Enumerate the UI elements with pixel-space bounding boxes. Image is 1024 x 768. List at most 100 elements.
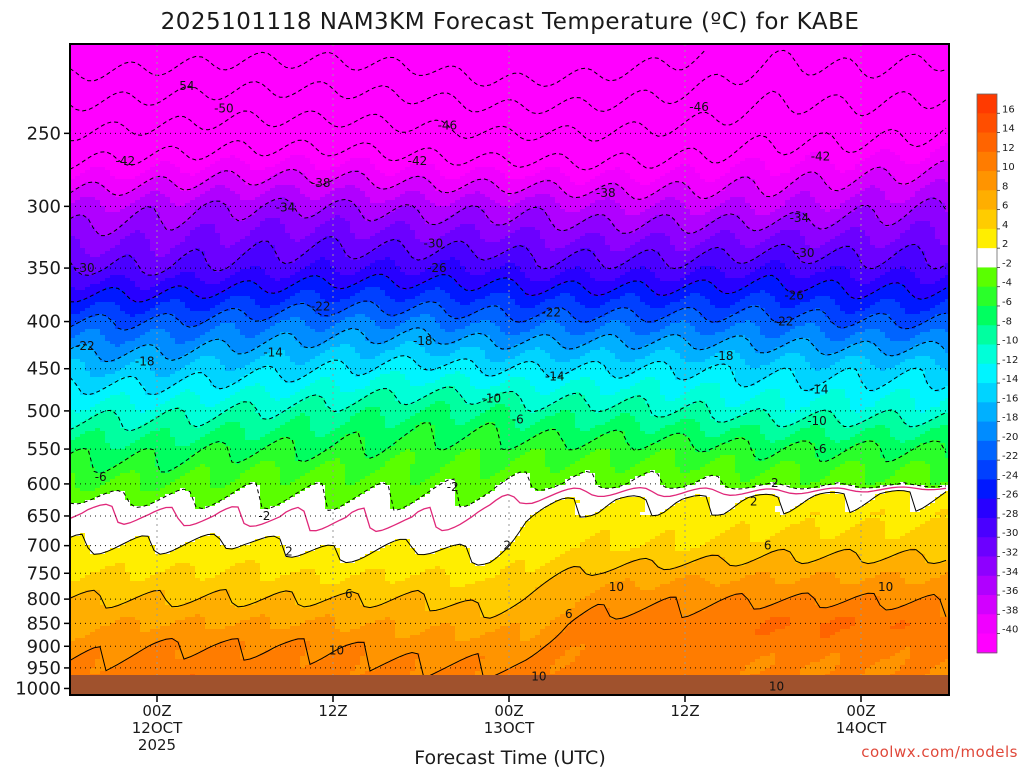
field-cell	[915, 245, 921, 279]
field-cell	[90, 668, 96, 675]
field-cell	[530, 386, 536, 414]
field-cell	[910, 461, 916, 486]
field-cell	[540, 509, 546, 567]
field-cell	[940, 443, 946, 483]
field-cell	[780, 599, 786, 618]
field-cell	[945, 518, 949, 561]
field-cell	[515, 230, 521, 246]
field-cell	[890, 152, 896, 177]
field-cell	[815, 488, 821, 495]
field-cell	[415, 554, 421, 576]
field-cell	[750, 398, 756, 411]
field-cell	[610, 431, 616, 468]
field-cell	[225, 44, 231, 159]
field-cell	[565, 257, 571, 270]
field-cell	[240, 200, 246, 222]
field-cell	[530, 317, 536, 330]
field-cell	[670, 413, 676, 426]
field-cell	[195, 614, 201, 654]
field-cell	[90, 491, 96, 501]
field-cell	[545, 581, 551, 627]
field-cell	[155, 554, 161, 573]
field-cell	[155, 317, 161, 330]
field-cell	[340, 290, 346, 300]
colorbar-swatch	[977, 479, 997, 500]
field-cell	[220, 545, 226, 573]
field-cell	[800, 563, 806, 579]
field-cell	[205, 284, 211, 300]
field-cell	[740, 299, 746, 312]
field-cell	[600, 236, 606, 267]
field-cell	[320, 398, 326, 438]
field-cell	[490, 281, 496, 294]
field-cell	[515, 44, 521, 180]
field-cell	[575, 212, 581, 225]
field-cell	[170, 482, 176, 495]
field-cell	[335, 167, 341, 180]
field-cell	[565, 332, 571, 351]
field-cell	[575, 185, 581, 198]
field-cell	[565, 650, 571, 666]
field-cell	[725, 200, 731, 216]
field-cell	[840, 266, 846, 288]
field-cell	[615, 551, 621, 570]
field-cell	[75, 596, 81, 639]
field-cell	[605, 434, 611, 450]
field-cell	[180, 488, 186, 546]
field-cell	[665, 266, 671, 282]
field-cell	[660, 569, 666, 585]
field-cell	[75, 503, 81, 537]
field-cell	[870, 428, 876, 441]
field-cell	[885, 338, 891, 357]
field-cell	[415, 296, 421, 306]
field-cell	[785, 410, 791, 426]
field-cell	[905, 623, 911, 627]
field-cell	[445, 344, 451, 357]
field-cell	[235, 638, 241, 684]
field-cell	[70, 338, 76, 348]
field-cell	[880, 659, 886, 684]
field-cell	[160, 44, 166, 162]
field-cell	[895, 608, 901, 624]
field-cell	[645, 221, 651, 237]
field-cell	[605, 371, 611, 396]
field-cell	[380, 188, 386, 204]
field-cell	[705, 542, 711, 558]
field-cell	[730, 455, 736, 489]
temperature-field	[70, 44, 949, 695]
field-cell	[800, 521, 806, 564]
field-cell	[105, 287, 111, 303]
field-cell	[745, 440, 751, 483]
field-cell	[400, 44, 406, 171]
field-cell	[520, 344, 526, 354]
field-cell	[900, 233, 906, 249]
field-cell	[735, 437, 741, 474]
field-cell	[650, 251, 656, 273]
field-cell	[520, 527, 526, 561]
field-cell	[570, 350, 576, 360]
field-cell	[230, 191, 236, 219]
field-cell	[385, 314, 391, 330]
field-cell	[435, 473, 441, 486]
field-cell	[140, 581, 146, 597]
field-cell	[640, 476, 646, 498]
field-cell	[175, 407, 181, 447]
field-cell	[260, 368, 266, 387]
field-cell	[160, 413, 166, 429]
field-cell	[75, 413, 81, 426]
field-cell	[870, 515, 876, 519]
field-cell	[160, 428, 166, 474]
field-cell	[930, 428, 936, 441]
field-cell	[580, 473, 586, 519]
field-cell	[710, 305, 716, 324]
field-cell	[460, 197, 466, 210]
field-cell	[620, 209, 626, 234]
field-cell	[560, 572, 566, 615]
field-cell	[90, 590, 96, 633]
field-cell	[105, 278, 111, 288]
field-cell	[875, 488, 881, 495]
field-cell	[655, 515, 661, 537]
field-cell	[185, 419, 191, 447]
field-cell	[90, 317, 96, 330]
field-cell	[595, 188, 601, 201]
